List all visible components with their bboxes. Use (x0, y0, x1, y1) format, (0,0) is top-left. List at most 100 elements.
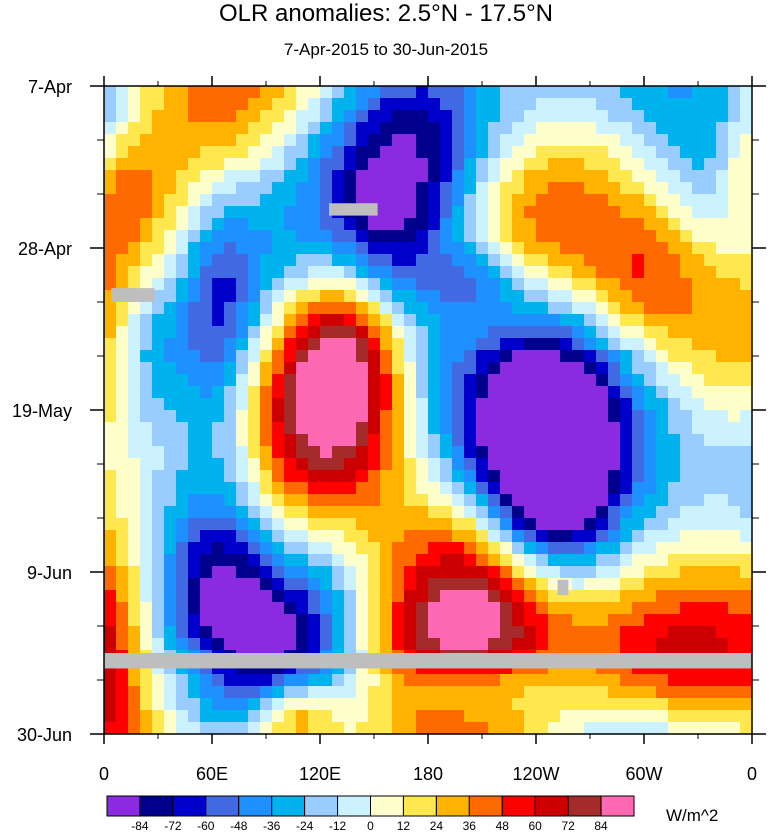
anomaly-cell (524, 134, 537, 147)
anomaly-cell (464, 554, 477, 567)
anomaly-cell (704, 710, 717, 723)
anomaly-cell (464, 626, 477, 639)
anomaly-cell (128, 362, 141, 375)
anomaly-cell (548, 110, 561, 123)
anomaly-cell (620, 290, 633, 303)
anomaly-cell (728, 590, 741, 603)
anomaly-cell (476, 722, 489, 734)
anomaly-cell (272, 602, 285, 615)
anomaly-cell (524, 242, 537, 255)
anomaly-cell (464, 614, 477, 627)
anomaly-cell (572, 374, 585, 387)
anomaly-cell (416, 458, 429, 471)
anomaly-cell (428, 614, 441, 627)
anomaly-cell (236, 98, 249, 111)
anomaly-cell (296, 266, 309, 279)
anomaly-cell (632, 566, 645, 579)
anomaly-cell (104, 242, 117, 255)
anomaly-cell (728, 554, 741, 567)
anomaly-cell (584, 614, 597, 627)
anomaly-cell (512, 494, 525, 507)
anomaly-cell (368, 698, 381, 711)
anomaly-cell (620, 98, 633, 111)
anomaly-cell (716, 98, 729, 111)
anomaly-cell (644, 158, 657, 171)
anomaly-cell (392, 266, 405, 279)
anomaly-cell (428, 326, 441, 339)
anomaly-cell (668, 494, 681, 507)
anomaly-cell (404, 446, 417, 459)
anomaly-cell (128, 266, 141, 279)
anomaly-cell (440, 266, 453, 279)
anomaly-cell (284, 170, 297, 183)
anomaly-cell (176, 170, 189, 183)
anomaly-cell (308, 470, 321, 483)
anomaly-cell (212, 686, 225, 699)
anomaly-cell (692, 242, 705, 255)
anomaly-cell (356, 722, 369, 734)
anomaly-cell (416, 278, 429, 291)
anomaly-cell (584, 314, 597, 327)
colorbar-swatch (567, 795, 602, 817)
anomaly-cell (428, 110, 441, 123)
anomaly-cell (200, 110, 213, 123)
anomaly-cell (296, 290, 309, 303)
anomaly-cell (392, 230, 405, 243)
anomaly-cell (728, 566, 741, 579)
anomaly-cell (248, 122, 261, 135)
anomaly-cell (656, 698, 669, 711)
anomaly-cell (176, 434, 189, 447)
anomaly-cell (440, 386, 453, 399)
anomaly-cell (308, 158, 321, 171)
anomaly-cell (620, 698, 633, 711)
anomaly-cell (104, 422, 117, 435)
anomaly-cell (560, 350, 573, 363)
anomaly-cell (128, 530, 141, 543)
anomaly-cell (680, 206, 693, 219)
anomaly-cell (224, 254, 237, 267)
anomaly-cell (500, 482, 513, 495)
anomaly-cell (692, 326, 705, 339)
anomaly-cell (152, 266, 165, 279)
anomaly-cell (632, 518, 645, 531)
anomaly-cell (380, 626, 393, 639)
anomaly-cell (392, 482, 405, 495)
anomaly-cell (404, 242, 417, 255)
anomaly-cell (740, 338, 752, 351)
anomaly-cell (584, 218, 597, 231)
anomaly-cell (116, 566, 129, 579)
y-tick-label: 30-Jun (17, 725, 72, 745)
anomaly-cell (248, 686, 261, 699)
anomaly-cell (380, 722, 393, 734)
anomaly-cell (440, 206, 453, 219)
anomaly-cell (656, 98, 669, 111)
anomaly-cell (380, 614, 393, 627)
anomaly-cell (140, 422, 153, 435)
anomaly-cell (452, 194, 465, 207)
anomaly-cell (680, 302, 693, 315)
anomaly-cell (332, 266, 345, 279)
anomaly-cell (512, 110, 525, 123)
anomaly-cell (644, 626, 657, 639)
anomaly-cell (464, 326, 477, 339)
anomaly-cell (200, 278, 213, 291)
missing-data-patch (104, 653, 752, 669)
anomaly-cell (536, 398, 549, 411)
anomaly-cell (272, 410, 285, 423)
anomaly-cell (692, 350, 705, 363)
anomaly-cell (296, 170, 309, 183)
anomaly-cell (620, 518, 633, 531)
anomaly-cell (572, 302, 585, 315)
anomaly-cell (668, 566, 681, 579)
anomaly-cell (368, 86, 381, 99)
anomaly-cell (548, 182, 561, 195)
anomaly-cell (200, 158, 213, 171)
anomaly-cell (164, 98, 177, 111)
anomaly-cell (596, 590, 609, 603)
anomaly-cell (704, 86, 717, 99)
anomaly-cell (716, 686, 729, 699)
anomaly-cell (404, 482, 417, 495)
anomaly-cell (704, 434, 717, 447)
anomaly-cell (248, 422, 261, 435)
anomaly-cell (440, 446, 453, 459)
